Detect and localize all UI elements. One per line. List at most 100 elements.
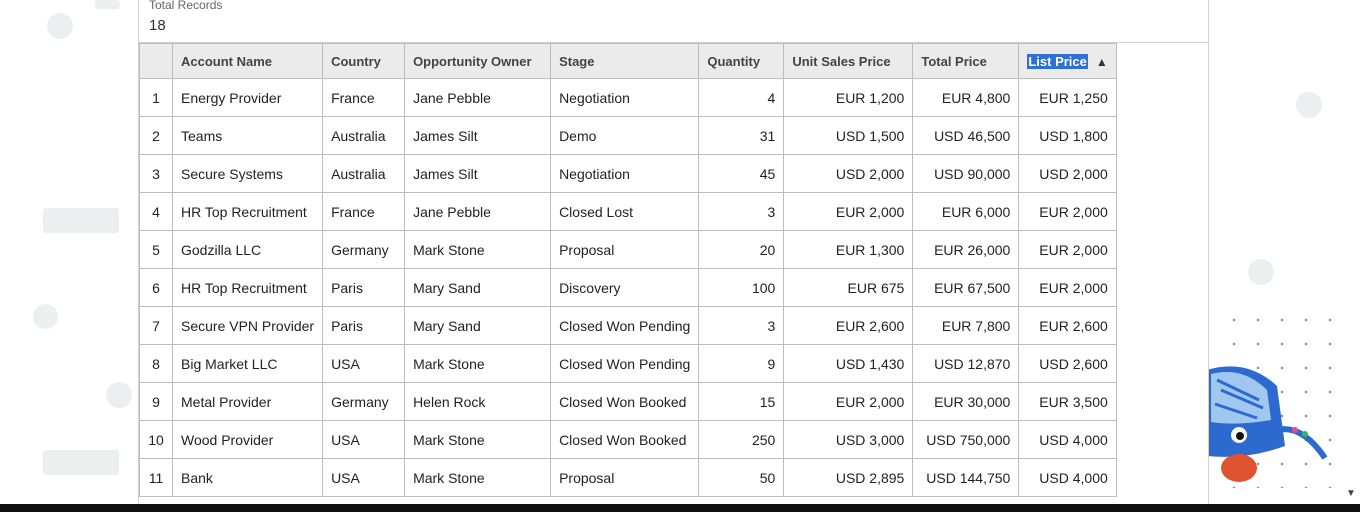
cell-opportunity-owner[interactable]: Mark Stone [404, 458, 552, 497]
cell-country[interactable]: Germany [322, 382, 406, 421]
cell-account-name[interactable]: Secure Systems [171, 154, 324, 193]
cell-index[interactable]: 2 [139, 116, 173, 155]
cell-stage[interactable]: Closed Lost [550, 192, 700, 231]
column-header-list-price[interactable]: List Price ▲ [1018, 43, 1117, 79]
table-row[interactable]: 1 Energy Provider France Jane Pebble Negotia… [139, 78, 1117, 117]
cell-account-name[interactable]: Godzilla LLC [171, 230, 324, 269]
cell-stage[interactable]: Closed Won Booked [550, 420, 700, 459]
cell-stage[interactable]: Proposal [550, 458, 700, 497]
cell-quantity[interactable]: 45 [698, 154, 785, 193]
cell-quantity[interactable]: 250 [698, 420, 785, 459]
cell-account-name[interactable]: HR Top Recruitment [171, 192, 324, 231]
table-row[interactable]: 2 Teams Australia James Silt Demo 31 USD 1,500… [139, 116, 1117, 155]
cell-total-price[interactable]: USD 12,870 [912, 344, 1020, 383]
cell-stage[interactable]: Negotiation [550, 154, 700, 193]
cell-account-name[interactable]: Wood Provider [171, 420, 324, 459]
cell-unit-sales-price[interactable]: EUR 2,000 [783, 382, 914, 421]
cell-index[interactable]: 9 [139, 382, 173, 421]
table-row[interactable]: 3 Secure Systems Australia James Silt Negoti… [139, 154, 1117, 193]
table-row[interactable]: 9 Metal Provider Germany Helen Rock Closed W… [139, 382, 1117, 421]
cell-total-price[interactable]: USD 144,750 [912, 458, 1020, 497]
table-row[interactable]: 8 Big Market LLC USA Mark Stone Closed Won P… [139, 344, 1117, 383]
cell-index[interactable]: 5 [139, 230, 173, 269]
cell-list-price[interactable]: EUR 2,000 [1018, 268, 1117, 307]
cell-stage[interactable]: Closed Won Pending [550, 344, 700, 383]
cell-list-price[interactable]: EUR 2,000 [1018, 192, 1117, 231]
cell-country[interactable]: USA [322, 344, 406, 383]
triangle-up-icon[interactable]: ▲ [1095, 54, 1108, 69]
cell-unit-sales-price[interactable]: USD 3,000 [783, 420, 914, 459]
cell-unit-sales-price[interactable]: USD 2,895 [783, 458, 914, 497]
cell-country[interactable]: USA [322, 420, 406, 459]
cell-country[interactable]: Paris [322, 268, 406, 307]
cell-unit-sales-price[interactable]: EUR 1,200 [783, 78, 914, 117]
cell-quantity[interactable]: 9 [698, 344, 785, 383]
cell-index[interactable]: 8 [139, 344, 173, 383]
column-header-stage[interactable]: Stage [550, 43, 700, 79]
cell-quantity[interactable]: 20 [698, 230, 785, 269]
cell-list-price[interactable]: EUR 2,000 [1018, 230, 1117, 269]
table-row[interactable]: 11 Bank USA Mark Stone Proposal 50 USD 2,895 US… [139, 458, 1117, 497]
cell-total-price[interactable]: EUR 30,000 [912, 382, 1020, 421]
cell-stage[interactable]: Negotiation [550, 78, 700, 117]
cell-unit-sales-price[interactable]: EUR 1,300 [783, 230, 914, 269]
cell-list-price[interactable]: EUR 3,500 [1018, 382, 1117, 421]
cell-account-name[interactable]: Teams [171, 116, 324, 155]
cell-opportunity-owner[interactable]: Mary Sand [404, 306, 552, 345]
cell-opportunity-owner[interactable]: Mary Sand [404, 268, 552, 307]
cell-stage[interactable]: Closed Won Pending [550, 306, 700, 345]
cell-total-price[interactable]: EUR 67,500 [912, 268, 1020, 307]
cell-unit-sales-price[interactable]: EUR 675 [783, 268, 914, 307]
cell-opportunity-owner[interactable]: Jane Pebble [404, 192, 552, 231]
table-row[interactable]: 6 HR Top Recruitment Paris Mary Sand Discove… [139, 268, 1117, 307]
cell-list-price[interactable]: USD 4,000 [1018, 458, 1117, 497]
cell-opportunity-owner[interactable]: Mark Stone [404, 230, 552, 269]
cell-index[interactable]: 6 [139, 268, 173, 307]
column-header-unit-sales-price[interactable]: Unit Sales Price [783, 43, 914, 79]
cell-stage[interactable]: Closed Won Booked [550, 382, 700, 421]
cell-list-price[interactable]: EUR 2,600 [1018, 306, 1117, 345]
cell-opportunity-owner[interactable]: Mark Stone [404, 420, 552, 459]
table-row[interactable]: 4 HR Top Recruitment France Jane Pebble Clos… [139, 192, 1117, 231]
cell-country[interactable]: Germany [322, 230, 406, 269]
cell-account-name[interactable]: HR Top Recruitment [171, 268, 324, 307]
cell-country[interactable]: France [322, 192, 406, 231]
cell-account-name[interactable]: Energy Provider [171, 78, 324, 117]
cell-list-price[interactable]: USD 1,800 [1018, 116, 1117, 155]
cell-unit-sales-price[interactable]: USD 1,500 [783, 116, 914, 155]
cell-unit-sales-price[interactable]: USD 2,000 [783, 154, 914, 193]
cell-stage[interactable]: Proposal [550, 230, 700, 269]
cell-list-price[interactable]: USD 2,600 [1018, 344, 1117, 383]
cell-total-price[interactable]: USD 750,000 [912, 420, 1020, 459]
column-header-account-name[interactable]: Account Name [171, 43, 324, 79]
cell-index[interactable]: 3 [139, 154, 173, 193]
cell-total-price[interactable]: EUR 7,800 [912, 306, 1020, 345]
cell-index[interactable]: 10 [139, 420, 173, 459]
column-header-opportunity-owner[interactable]: Opportunity Owner [404, 43, 552, 79]
cell-opportunity-owner[interactable]: James Silt [404, 154, 552, 193]
cell-total-price[interactable]: USD 90,000 [912, 154, 1020, 193]
column-header-index[interactable] [139, 43, 173, 79]
column-header-total-price[interactable]: Total Price [912, 43, 1020, 79]
cell-index[interactable]: 4 [139, 192, 173, 231]
cell-index[interactable]: 11 [139, 458, 173, 497]
cell-quantity[interactable]: 100 [698, 268, 785, 307]
cell-country[interactable]: Paris [322, 306, 406, 345]
cell-account-name[interactable]: Secure VPN Provider [171, 306, 324, 345]
cell-country[interactable]: France [322, 78, 406, 117]
table-row[interactable]: 7 Secure VPN Provider Paris Mary Sand Closed… [139, 306, 1117, 345]
cell-account-name[interactable]: Bank [171, 458, 324, 497]
cell-list-price[interactable]: EUR 1,250 [1018, 78, 1117, 117]
cell-quantity[interactable]: 4 [698, 78, 785, 117]
cell-index[interactable]: 7 [139, 306, 173, 345]
cell-opportunity-owner[interactable]: Jane Pebble [404, 78, 552, 117]
cell-unit-sales-price[interactable]: USD 1,430 [783, 344, 914, 383]
cell-country[interactable]: Australia [322, 154, 406, 193]
cell-unit-sales-price[interactable]: EUR 2,600 [783, 306, 914, 345]
cell-quantity[interactable]: 31 [698, 116, 785, 155]
cell-unit-sales-price[interactable]: EUR 2,000 [783, 192, 914, 231]
column-header-quantity[interactable]: Quantity [698, 43, 785, 79]
table-row[interactable]: 10 Wood Provider USA Mark Stone Closed Won B… [139, 420, 1117, 459]
cell-quantity[interactable]: 3 [698, 306, 785, 345]
cell-country[interactable]: USA [322, 458, 406, 497]
